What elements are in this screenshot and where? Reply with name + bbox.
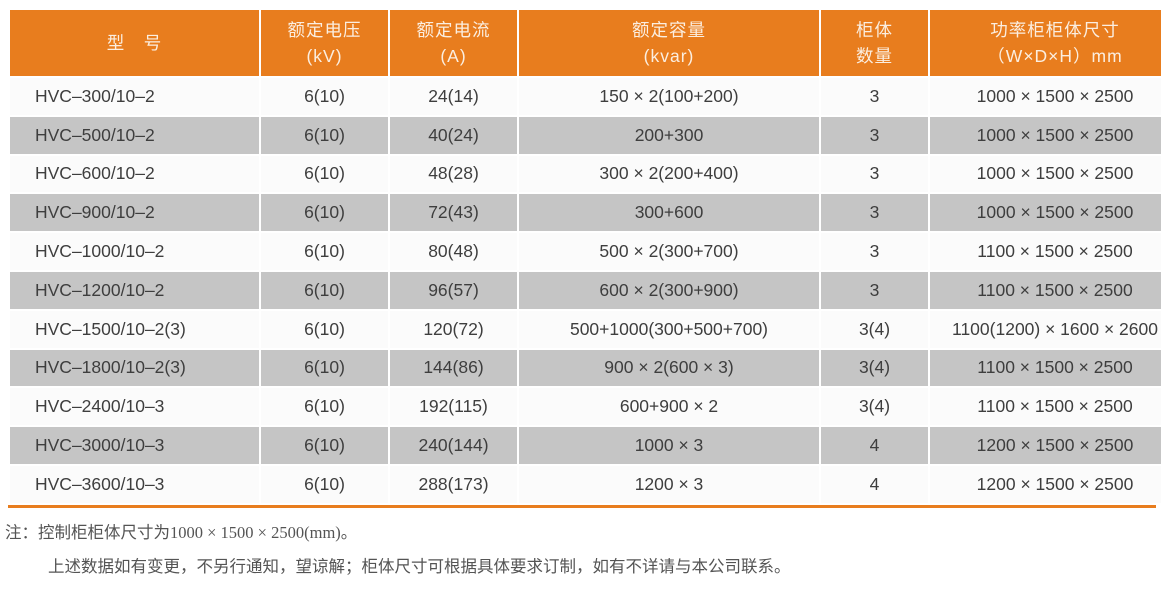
cell-rated-voltage: 6(10) — [259, 269, 390, 311]
cell-rated-voltage: 6(10) — [259, 153, 390, 195]
cell-model: HVC–1500/10–2(3) — [8, 308, 261, 350]
cell-cabinet-size: 1000 × 1500 × 2500 — [928, 153, 1161, 195]
cell-rated-voltage: 6(10) — [259, 463, 390, 505]
cell-rated-capacity: 600+900 × 2 — [517, 386, 821, 428]
cell-model: HVC–300/10–2 — [8, 76, 261, 117]
cell-rated-voltage: 6(10) — [259, 347, 390, 389]
cell-rated-capacity: 1000 × 3 — [517, 425, 821, 466]
cell-rated-voltage: 6(10) — [259, 308, 390, 350]
table-row: HVC–600/10–2 6(10) 48(28) 300 × 2(200+400) 3… — [8, 153, 1161, 195]
spec-table-header: 型 号额定电压 (kV) 额定电流 (A) 额定容量 (kvar) 柜体 数量 功率柜柜体尺寸（… — [8, 8, 1161, 78]
cell-cabinet-size: 1200 × 1500 × 2500 — [928, 463, 1161, 505]
column-header-model: 型 号 — [8, 8, 261, 78]
column-header-rated-current: 额定电流 (A) — [388, 8, 519, 78]
table-row: HVC–3000/10–3 6(10) 240(144) 1000 × 3 4 1200 … — [8, 425, 1161, 466]
cell-cabinet-size: 1100 × 1500 × 2500 — [928, 386, 1161, 428]
column-header-cabinet-count: 柜体 数量 — [819, 8, 930, 78]
cell-cabinet-count: 4 — [819, 425, 930, 466]
cell-rated-current: 72(43) — [388, 192, 519, 234]
footnote: 注：控制柜柜体尺寸为1000 × 1500 × 2500(mm)。 上述数据如有… — [5, 516, 1155, 584]
cell-rated-capacity: 300+600 — [517, 192, 821, 234]
cell-cabinet-count: 3(4) — [819, 386, 930, 428]
cell-cabinet-size: 1100 × 1500 × 2500 — [928, 269, 1161, 311]
footnote-line-2: 上述数据如有变更，不另行通知，望谅解；柜体尺寸可根据具体要求订制，如有不详请与本… — [48, 557, 791, 576]
cell-rated-capacity: 900 × 2(600 × 3) — [517, 347, 821, 389]
cell-rated-current: 80(48) — [388, 231, 519, 272]
spec-table: 型 号额定电压 (kV) 额定电流 (A) 额定容量 (kvar) 柜体 数量 功率柜柜体尺寸（… — [8, 8, 1161, 505]
cell-cabinet-count: 3 — [819, 269, 930, 311]
cell-rated-voltage: 6(10) — [259, 231, 390, 272]
cell-cabinet-count: 3(4) — [819, 308, 930, 350]
cell-cabinet-count: 3 — [819, 153, 930, 195]
table-row: HVC–300/10–2 6(10) 24(14) 150 × 2(100+200) 3… — [8, 76, 1161, 117]
table-row: HVC–2400/10–3 6(10) 192(115) 600+900 × 2 3(4… — [8, 386, 1161, 428]
cell-model: HVC–1800/10–2(3) — [8, 347, 261, 389]
cell-cabinet-size: 1000 × 1500 × 2500 — [928, 114, 1161, 156]
cell-rated-voltage: 6(10) — [259, 76, 390, 117]
table-row: HVC–1000/10–2 6(10) 80(48) 500 × 2(300+700)… — [8, 231, 1161, 272]
cell-cabinet-size: 1100 × 1500 × 2500 — [928, 231, 1161, 272]
cell-rated-current: 24(14) — [388, 76, 519, 117]
cell-rated-current: 120(72) — [388, 308, 519, 350]
cell-model: HVC–3600/10–3 — [8, 463, 261, 505]
table-row: HVC–3600/10–3 6(10) 288(173) 1200 × 3 4 1200 … — [8, 463, 1161, 505]
cell-model: HVC–600/10–2 — [8, 153, 261, 195]
cell-model: HVC–900/10–2 — [8, 192, 261, 234]
cell-rated-capacity: 150 × 2(100+200) — [517, 76, 821, 117]
cell-rated-capacity: 600 × 2(300+900) — [517, 269, 821, 311]
cell-rated-current: 288(173) — [388, 463, 519, 505]
cell-rated-current: 144(86) — [388, 347, 519, 389]
table-row: HVC–900/10–2 6(10) 72(43) 300+600 3 1000 × 15… — [8, 192, 1161, 234]
cell-cabinet-size: 1000 × 1500 × 2500 — [928, 76, 1161, 117]
cell-model: HVC–2400/10–3 — [8, 386, 261, 428]
cell-model: HVC–1000/10–2 — [8, 231, 261, 272]
cell-rated-capacity: 500 × 2(300+700) — [517, 231, 821, 272]
table-row: HVC–500/10–2 6(10) 40(24) 200+300 3 1000 × 15… — [8, 114, 1161, 156]
spec-table-container: 型 号额定电压 (kV) 额定电流 (A) 额定容量 (kvar) 柜体 数量 功率柜柜体尺寸（… — [8, 8, 1161, 508]
cell-model: HVC–500/10–2 — [8, 114, 261, 156]
cell-cabinet-size: 1100 × 1500 × 2500 — [928, 347, 1161, 389]
cell-rated-voltage: 6(10) — [259, 386, 390, 428]
table-row: HVC–1800/10–2(3) 6(10) 144(86) 900 × 2(600 … — [8, 347, 1161, 389]
cell-cabinet-size: 1200 × 1500 × 2500 — [928, 425, 1161, 466]
cell-cabinet-count: 3 — [819, 76, 930, 117]
table-row: HVC–1200/10–2 6(10) 96(57) 600 × 2(300+900)… — [8, 269, 1161, 311]
table-body: HVC–300/10–2 6(10) 24(14) 150 × 2(100+200) 3… — [8, 76, 1161, 505]
cell-rated-voltage: 6(10) — [259, 192, 390, 234]
cell-rated-current: 240(144) — [388, 425, 519, 466]
cell-cabinet-count: 3 — [819, 231, 930, 272]
cell-rated-capacity: 1200 × 3 — [517, 463, 821, 505]
cell-rated-capacity: 200+300 — [517, 114, 821, 156]
cell-model: HVC–3000/10–3 — [8, 425, 261, 466]
column-header-cabinet-size: 功率柜柜体尺寸 （W×D×H）mm — [928, 8, 1161, 78]
cell-rated-current: 40(24) — [388, 114, 519, 156]
column-header-rated-voltage: 额定电压 (kV) — [259, 8, 390, 78]
cell-cabinet-count: 3(4) — [819, 347, 930, 389]
cell-rated-current: 192(115) — [388, 386, 519, 428]
column-header-rated-capacity: 额定容量 (kvar) — [517, 8, 821, 78]
cell-rated-current: 48(28) — [388, 153, 519, 195]
cell-cabinet-count: 3 — [819, 114, 930, 156]
cell-cabinet-count: 4 — [819, 463, 930, 505]
footnote-line-1: 注：控制柜柜体尺寸为1000 × 1500 × 2500(mm)。 — [5, 523, 358, 542]
cell-cabinet-count: 3 — [819, 192, 930, 234]
header-row: 型 号额定电压 (kV) 额定电流 (A) 额定容量 (kvar) 柜体 数量 功率柜柜体尺寸（… — [8, 8, 1161, 78]
cell-cabinet-size: 1100(1200) × 1600 × 2600 — [928, 308, 1161, 350]
cell-model: HVC–1200/10–2 — [8, 269, 261, 311]
cell-cabinet-size: 1000 × 1500 × 2500 — [928, 192, 1161, 234]
cell-rated-voltage: 6(10) — [259, 114, 390, 156]
cell-rated-voltage: 6(10) — [259, 425, 390, 466]
cell-rated-current: 96(57) — [388, 269, 519, 311]
cell-rated-capacity: 500+1000(300+500+700) — [517, 308, 821, 350]
cell-rated-capacity: 300 × 2(200+400) — [517, 153, 821, 195]
table-row: HVC–1500/10–2(3) 6(10) 120(72) 500+1000(300… — [8, 308, 1161, 350]
